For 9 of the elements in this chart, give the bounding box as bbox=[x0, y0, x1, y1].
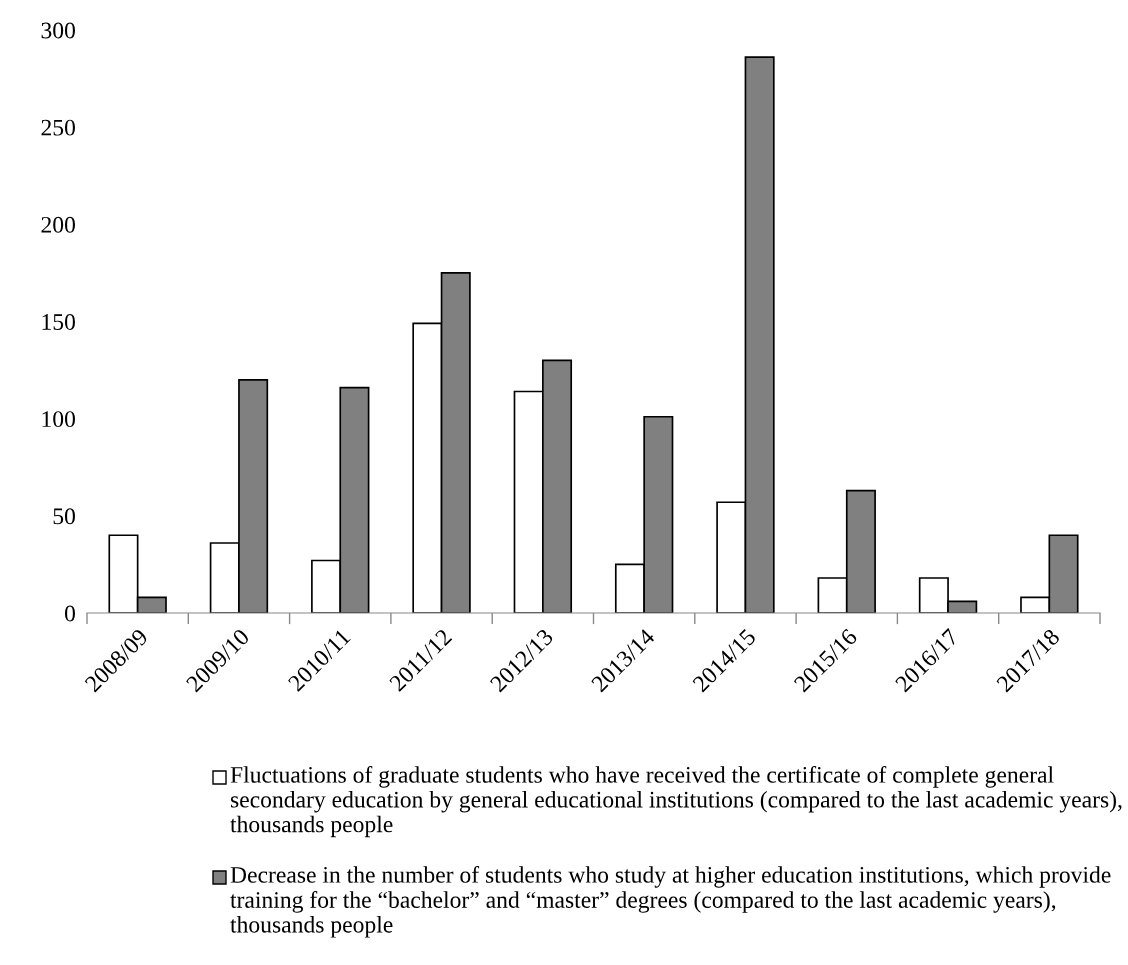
y-tick-label: 250 bbox=[41, 119, 75, 136]
y-tick-label: 300 bbox=[41, 22, 75, 39]
y-tick-label: 200 bbox=[41, 216, 75, 233]
y-tick-label: 150 bbox=[42, 313, 75, 330]
legend-label: Fluctuations of graduate students who have received the certificate of complete general secondary education by general educational institutions (compared to the last academic years), thousands people bbox=[230, 766, 1122, 838]
legend-label: Decrease in the number of students who study at higher education institutions, which provide training for the “bachelor” and “master” degrees (compared to the last academic years), thousands people bbox=[230, 866, 1111, 938]
y-tick-label: 50 bbox=[53, 508, 75, 525]
y-tick-label: 100 bbox=[42, 411, 75, 428]
y-tick-label: 0 bbox=[64, 605, 75, 622]
